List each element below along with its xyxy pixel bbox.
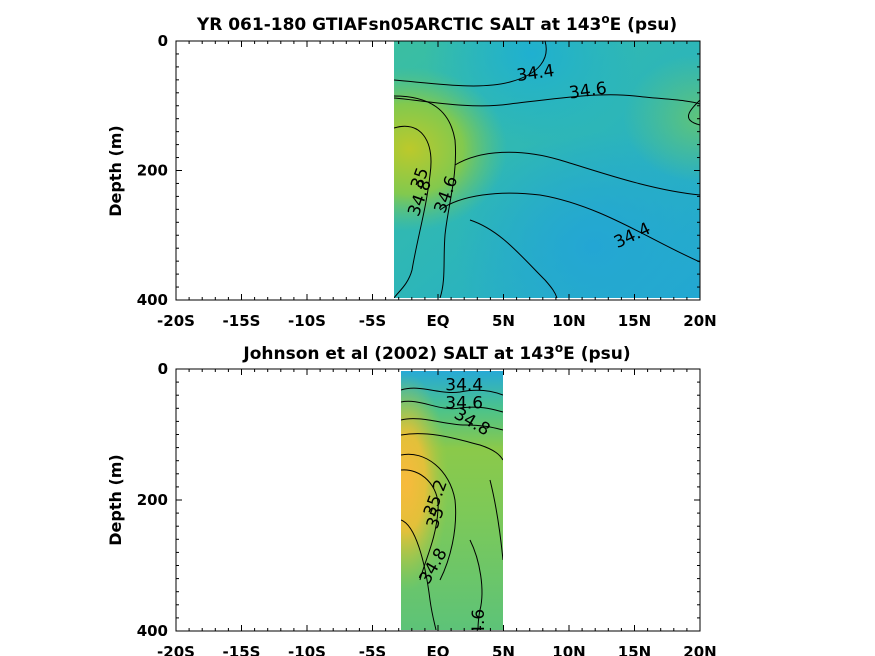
x-tick-label: 10N [552,643,585,656]
x-tick-label: 5N [492,643,515,656]
chart-title: Johnson et al (2002) SALT at 143oE (psu) [242,341,630,364]
x-tick-label: -10S [288,643,326,656]
y-axis: 0 200 400 [137,32,700,309]
x-tick-label: EQ [427,312,450,330]
x-tick-label: 15N [618,643,651,656]
contour-label: 34.6 [445,393,483,413]
y-tick-label: 200 [137,491,168,509]
x-tick-label: -15S [223,643,261,656]
contour-lines [394,41,700,298]
y-tick-label: 0 [158,32,168,50]
contour-label: 34.6 [469,609,489,647]
y-tick-label: 0 [158,360,168,378]
panel-2: Johnson et al (2002) SALT at 143oE (psu)… [106,341,717,656]
x-tick-label: -10S [288,312,326,330]
y-axis: 0 200 400 [137,360,700,640]
x-tick-label: 15N [618,312,651,330]
x-tick-label: 10N [552,312,585,330]
x-axis: -20S -15S -10S -5S EQ 5N 10N 15N 20N [157,369,717,656]
x-tick-label: -20S [157,312,195,330]
contour-label: 34.4 [445,376,483,396]
y-tick-label: 400 [137,622,168,640]
chart-title: YR 061-180 GTIAFsn05ARCTIC SALT at 143oE… [196,12,677,35]
x-axis: -20S -15S -10S -5S EQ 5N 10N 15N 20N [157,41,717,330]
x-tick-label: EQ [427,643,450,656]
x-tick-label: -5S [359,312,386,330]
x-tick-label: 5N [492,312,515,330]
x-tick-label: 20N [683,312,716,330]
y-axis-label: Depth (m) [106,454,125,546]
y-axis-label: Depth (m) [106,125,125,217]
x-tick-label: 20N [683,643,716,656]
x-tick-label: -15S [223,312,261,330]
panel-1: YR 061-180 GTIAFsn05ARCTIC SALT at 143oE… [106,12,717,330]
x-tick-label: -5S [359,643,386,656]
y-tick-label: 200 [137,162,168,180]
x-tick-label: -20S [157,643,195,656]
y-tick-label: 400 [137,291,168,309]
contour-lines [401,387,503,630]
